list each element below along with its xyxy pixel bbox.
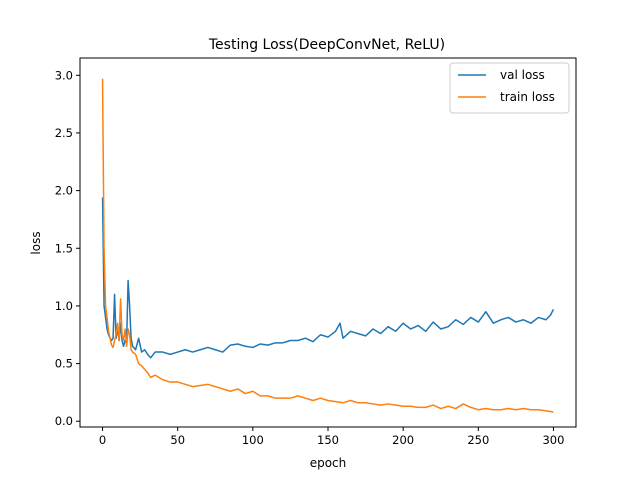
x-tick-label: 250 bbox=[467, 433, 489, 447]
y-tick-label: 2.5 bbox=[55, 126, 73, 140]
x-tick-label: 150 bbox=[317, 433, 339, 447]
series-line-train-loss bbox=[101, 78, 554, 413]
legend-label-train-loss: train loss bbox=[500, 90, 555, 104]
legend: val loss train loss bbox=[449, 62, 570, 114]
x-tick-label: 300 bbox=[542, 433, 564, 447]
legend-label-val-loss: val loss bbox=[500, 68, 545, 82]
y-tick-label: 2.0 bbox=[55, 184, 73, 198]
series-line-val-loss bbox=[101, 197, 555, 359]
y-tick-label: 1.5 bbox=[55, 241, 73, 255]
x-tick-label: 200 bbox=[392, 433, 414, 447]
series-group bbox=[101, 78, 555, 413]
x-tick-label: 100 bbox=[242, 433, 264, 447]
y-axis-label: loss bbox=[29, 231, 43, 254]
y-tick-label: 1.0 bbox=[55, 299, 73, 313]
y-tick-label: 0.0 bbox=[55, 414, 73, 428]
x-axis-label: epoch bbox=[310, 456, 347, 470]
y-tick-label: 3.0 bbox=[55, 68, 73, 82]
x-tick-label: 50 bbox=[170, 433, 185, 447]
y-axis-ticks: 0.0 0.5 1.0 1.5 2.0 2.5 3.0 bbox=[55, 68, 80, 428]
x-tick-label: 0 bbox=[99, 433, 106, 447]
chart-title: Testing Loss(DeepConvNet, ReLU) bbox=[208, 37, 445, 53]
x-axis-ticks: 0 50 100 150 200 250 300 bbox=[99, 427, 564, 447]
y-tick-label: 0.5 bbox=[55, 357, 73, 371]
